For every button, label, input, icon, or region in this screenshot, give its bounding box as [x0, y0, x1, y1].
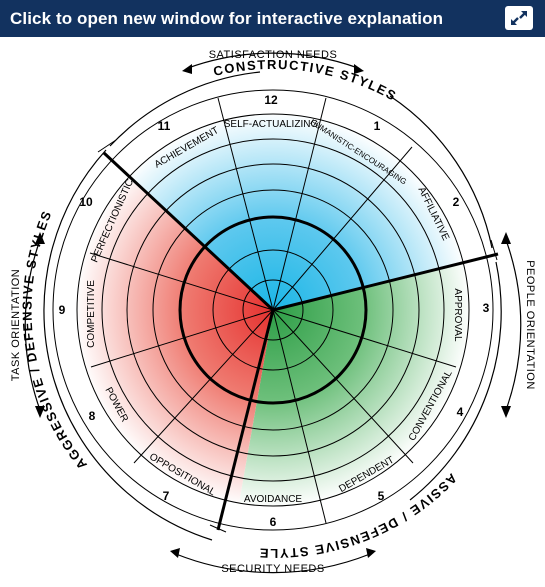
expand-button[interactable]	[505, 6, 533, 30]
passive-defensive-sector	[239, 263, 471, 507]
open-interactive-banner[interactable]: Click to open new window for interactive…	[0, 0, 545, 37]
task-orientation-label: TASK ORIENTATION	[10, 269, 22, 382]
style-label-self-actualizing: SELF-ACTUALIZING	[224, 119, 319, 130]
style-label-competitive: COMPETITIVE	[86, 280, 97, 348]
style-number-2: 2	[453, 195, 460, 209]
style-number-8: 8	[89, 409, 96, 423]
banner-title: Click to open new window for interactive…	[10, 8, 444, 28]
style-number-11: 11	[158, 119, 171, 133]
style-number-10: 10	[79, 195, 93, 209]
style-number-5: 5	[378, 489, 385, 503]
circumplex-diagram: SATISFACTION NEEDS SECURITY NEEDS TASK O…	[0, 37, 536, 575]
style-number-1: 1	[374, 119, 381, 133]
arrow-heads	[35, 64, 511, 558]
style-number-12: 12	[264, 93, 278, 107]
aggressive-defensive-sector	[77, 177, 274, 503]
style-label-approval: APPROVAL	[452, 288, 463, 342]
style-number-6: 6	[270, 515, 277, 529]
style-number-7: 7	[163, 489, 170, 503]
cluster-dividers	[102, 151, 499, 531]
expand-arrows-icon	[511, 11, 527, 25]
style-number-9: 9	[59, 303, 66, 317]
people-orientation-label: PEOPLE ORIENTATION	[524, 260, 536, 390]
divider-ticks	[97, 139, 498, 533]
orientation-arrows	[24, 52, 522, 574]
concentric-rings	[52, 89, 494, 531]
style-dividers	[89, 97, 457, 524]
center-bold-ring	[178, 215, 368, 405]
category-arcs	[43, 71, 502, 541]
style-number-4: 4	[457, 405, 464, 419]
security-needs-label: SECURITY NEEDS	[221, 563, 324, 575]
style-label-avoidance: AVOIDANCE	[244, 494, 302, 505]
style-number-3: 3	[483, 301, 490, 315]
style-numbers: 1 2 3 4 5 6 7 8 9 10 11 12	[59, 93, 490, 529]
satisfaction-needs-label: SATISFACTION NEEDS	[209, 49, 338, 61]
